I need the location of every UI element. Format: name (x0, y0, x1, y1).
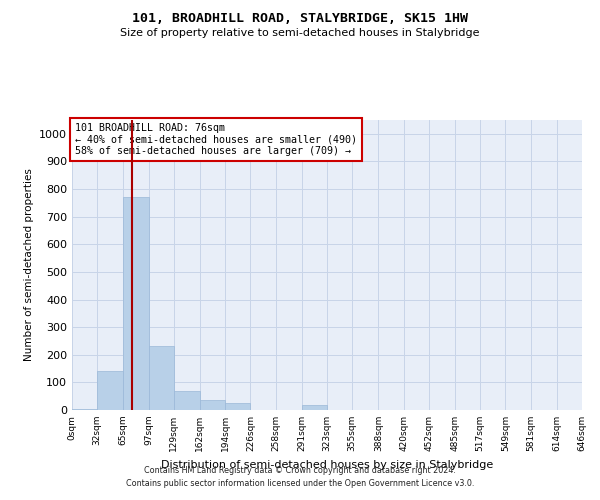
Y-axis label: Number of semi-detached properties: Number of semi-detached properties (23, 168, 34, 362)
Bar (225, 403, 250, 410)
Text: 101 BROADHILL ROAD: 76sqm
← 40% of semi-detached houses are smaller (490)
58% of: 101 BROADHILL ROAD: 76sqm ← 40% of semi-… (74, 123, 356, 156)
Text: Size of property relative to semi-detached houses in Stalybridge: Size of property relative to semi-detach… (120, 28, 480, 38)
Bar (302, 405, 327, 410)
X-axis label: Distribution of semi-detached houses by size in Stalybridge: Distribution of semi-detached houses by … (161, 460, 493, 469)
Text: Contains HM Land Registry data © Crown copyright and database right 2024.
Contai: Contains HM Land Registry data © Crown c… (126, 466, 474, 487)
Bar (72, 408, 97, 410)
Text: 101, BROADHILL ROAD, STALYBRIDGE, SK15 1HW: 101, BROADHILL ROAD, STALYBRIDGE, SK15 1… (132, 12, 468, 26)
Bar (124, 198, 149, 410)
Bar (149, 346, 174, 410)
Bar (174, 390, 200, 410)
Bar (200, 400, 225, 410)
Bar (97, 372, 124, 410)
